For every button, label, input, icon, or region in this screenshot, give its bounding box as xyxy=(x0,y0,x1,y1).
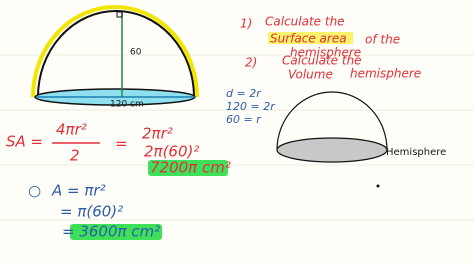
radius-step: 60 = r xyxy=(226,113,262,126)
area-result: = 3600π cm² xyxy=(62,223,160,241)
area-step: = π(60)² xyxy=(60,203,123,221)
task-text: Calculate the xyxy=(265,15,345,29)
equals: = xyxy=(115,135,128,153)
highlight xyxy=(148,160,228,176)
fraction-numerator: 4πr² xyxy=(56,121,87,139)
sa-left: SA = xyxy=(6,133,43,151)
sa-step: 2πr² xyxy=(142,125,173,143)
hemisphere-diagram xyxy=(276,91,388,188)
radius-step: 120 = 2r xyxy=(226,100,276,113)
fraction-denominator: 2 xyxy=(70,147,80,165)
area-marker: ○ xyxy=(28,182,41,200)
dome-diagram xyxy=(31,5,199,106)
task-text: of the xyxy=(365,33,400,47)
task-text: Volume xyxy=(288,68,333,82)
task-number: 2) xyxy=(245,56,257,70)
diameter-label: 120 cm xyxy=(110,100,144,110)
hemisphere-label: Hemisphere xyxy=(386,147,446,158)
task-number: 1) xyxy=(240,17,252,31)
height-label: 60 xyxy=(130,48,142,58)
task-text: Surface area xyxy=(270,32,347,46)
sa-result: 7200π cm² xyxy=(150,159,231,177)
task-text: Calculate the xyxy=(282,54,362,68)
radius-step: d = 2r xyxy=(226,87,262,100)
highlight xyxy=(70,224,162,240)
area-step: A = πr² xyxy=(51,182,106,200)
task-text: hemisphere xyxy=(350,67,421,81)
highlight xyxy=(268,32,353,44)
task-text: hemisphere xyxy=(290,46,361,60)
ruled-lines xyxy=(0,54,474,221)
sa-step: 2π(60)² xyxy=(144,143,199,161)
